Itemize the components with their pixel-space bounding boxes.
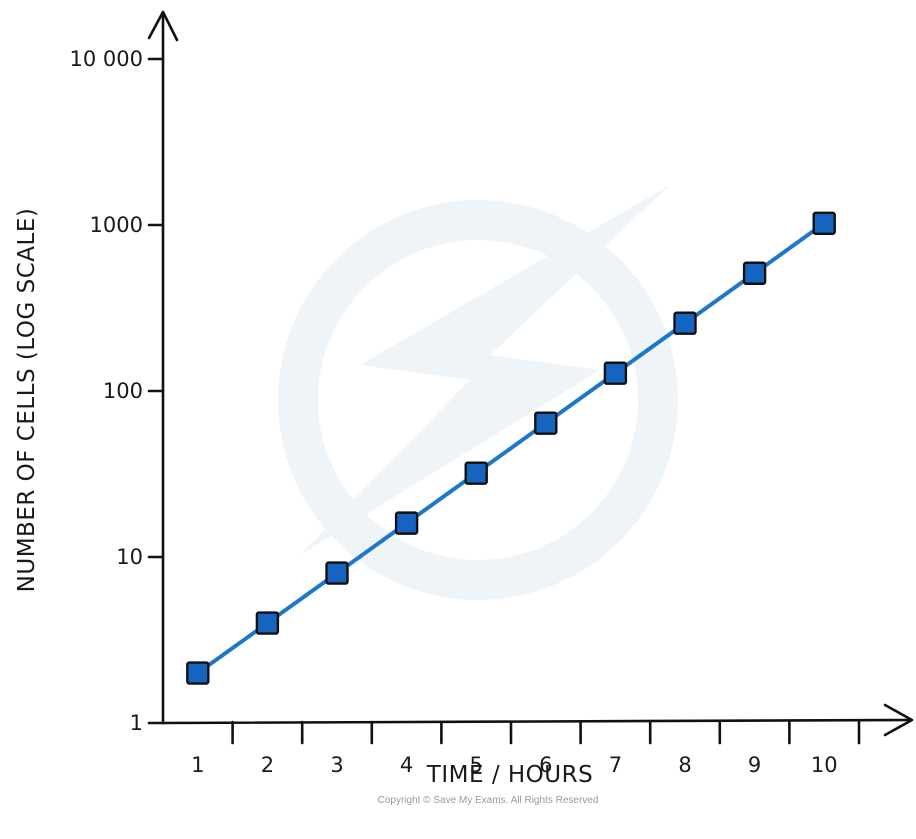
y-ticks: 1 10 100 1000 10 000 xyxy=(70,47,165,735)
data-point-marker xyxy=(464,461,488,485)
y-tick-label: 1000 xyxy=(90,213,143,237)
x-tick-label: 7 xyxy=(609,753,622,777)
y-tick-label: 10 xyxy=(116,545,143,569)
x-tick-label: 10 xyxy=(811,753,838,777)
x-axis-line xyxy=(161,718,912,725)
x-axis-arrowhead xyxy=(883,703,914,737)
y-axis-title: NUMBER OF CELLS (LOG SCALE) xyxy=(14,208,40,593)
data-point-marker xyxy=(742,261,767,285)
x-axis-title: TIME / HOURS xyxy=(426,762,593,788)
data-point-marker xyxy=(394,511,419,535)
copyright-notice: Copyright © Save My Exams. All Rights Re… xyxy=(378,795,599,806)
x-tick-label: 8 xyxy=(678,753,691,777)
x-tick-label: 4 xyxy=(400,753,413,777)
data-point-marker xyxy=(325,561,349,585)
data-point-marker xyxy=(534,411,558,435)
x-ticks: 1 2 3 4 5 6 7 8 9 10 xyxy=(191,720,861,777)
data-point-marker xyxy=(255,611,280,635)
data-point-marker xyxy=(812,211,836,235)
data-markers xyxy=(186,211,836,685)
data-point-marker xyxy=(673,311,697,335)
x-tick-label: 3 xyxy=(330,753,343,777)
data-point-marker xyxy=(186,661,210,685)
data-point-marker xyxy=(603,361,628,385)
y-tick-label: 10 000 xyxy=(70,47,143,71)
x-tick-label: 2 xyxy=(261,753,274,777)
watermark-logo xyxy=(278,185,678,600)
y-axis-arrowhead xyxy=(147,10,179,42)
y-tick-label: 1 xyxy=(130,711,143,735)
series-line xyxy=(195,221,827,676)
axes xyxy=(147,10,914,737)
y-tick-label: 100 xyxy=(103,379,143,403)
x-tick-label: 9 xyxy=(748,753,761,777)
x-tick-label: 5 xyxy=(470,753,483,777)
x-tick-label: 1 xyxy=(191,753,204,777)
x-tick-label: 6 xyxy=(539,753,552,777)
